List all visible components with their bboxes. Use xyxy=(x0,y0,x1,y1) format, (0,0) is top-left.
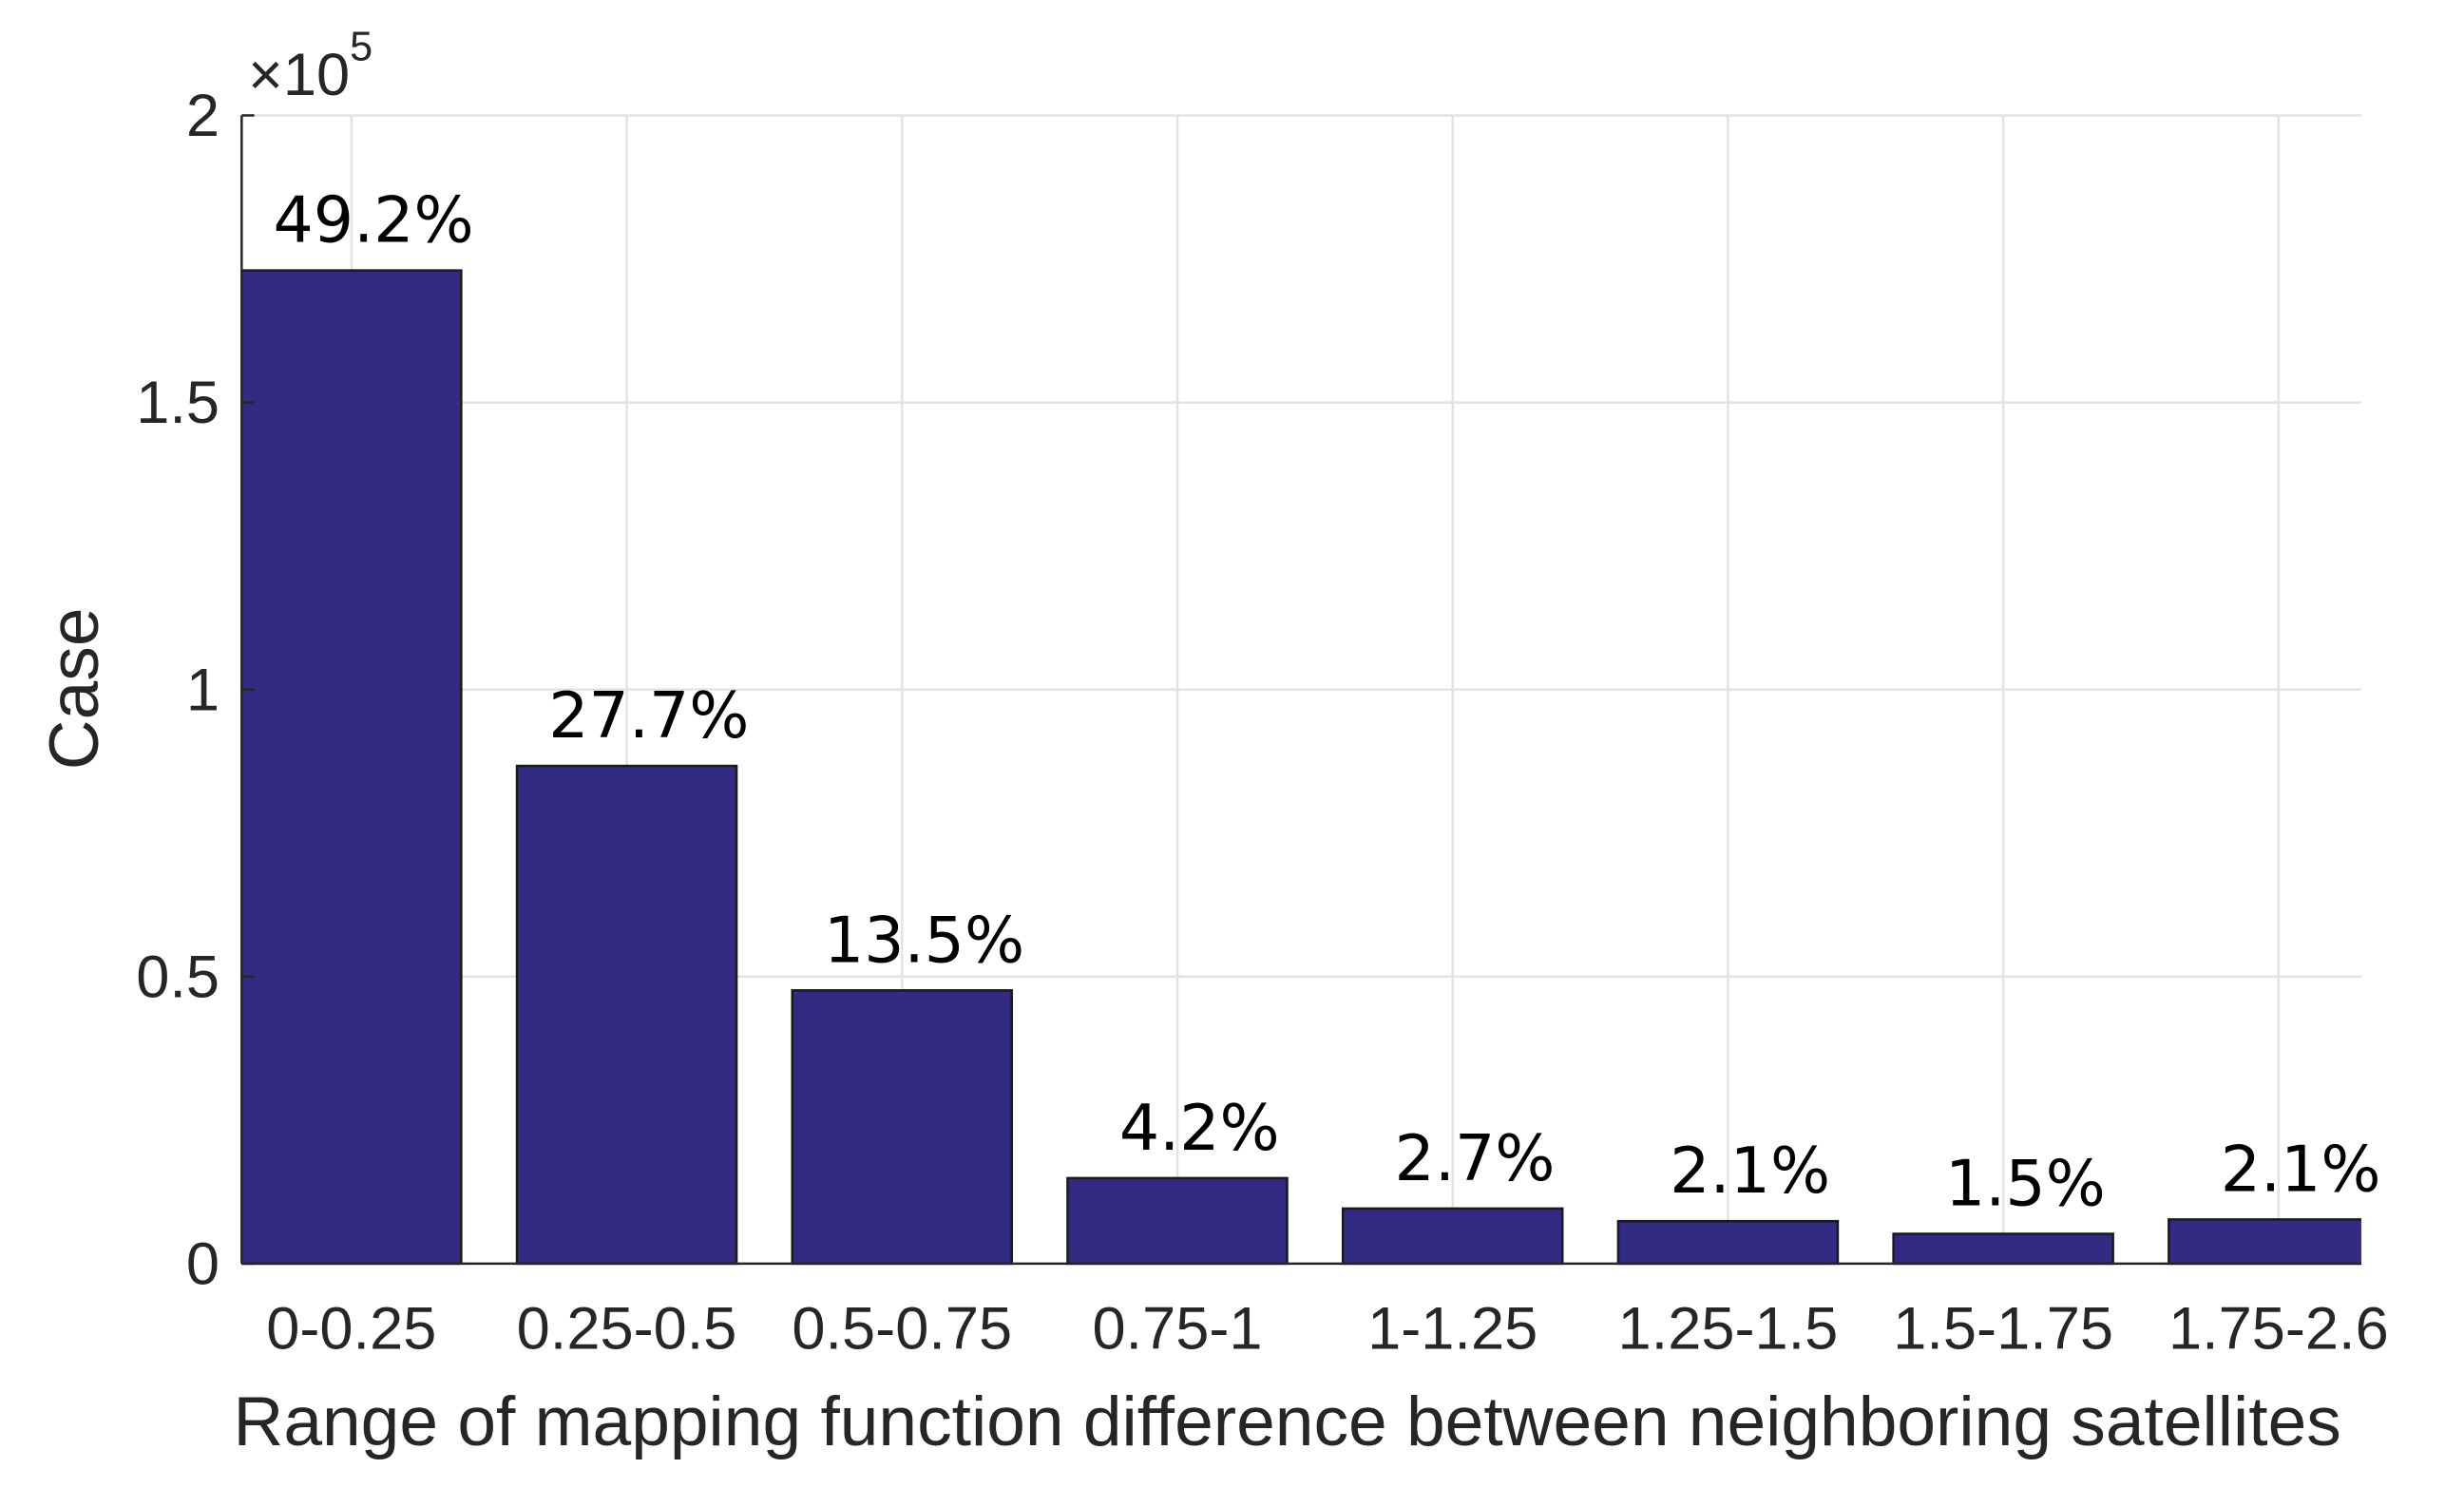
x-tick-label: 0.75-1 xyxy=(1092,1296,1262,1363)
y-axis-label: Case xyxy=(36,607,113,770)
bar xyxy=(1341,1207,1564,1266)
bar xyxy=(2168,1218,2361,1266)
bar xyxy=(791,989,1014,1266)
y-tick-label: 0 xyxy=(186,1230,220,1297)
bar xyxy=(1616,1219,1840,1266)
x-tick-label: 1.5-1.75 xyxy=(1893,1296,2113,1363)
x-tick-label: 0.25-0.5 xyxy=(517,1296,737,1363)
bar-label: 2.1% xyxy=(1670,1134,1830,1208)
y-tick-label: 0.5 xyxy=(136,944,220,1010)
y-multiplier: ×105 xyxy=(248,24,372,108)
multiplier-base: ×10 xyxy=(248,42,350,108)
x-tick-label: 1.25-1.5 xyxy=(1618,1296,1839,1363)
bar-label: 49.2% xyxy=(274,183,474,258)
bar xyxy=(241,269,463,1266)
bar-label: 2.1% xyxy=(2221,1132,2381,1206)
x-tick-label: 1-1.25 xyxy=(1367,1296,1538,1363)
bar-label: 2.7% xyxy=(1395,1121,1556,1195)
foreground: 0 0.5 1 1.5 2 0-0.25 49.2% 0.25-0.5 27.7% 0.5-0.7… xyxy=(136,83,2388,1363)
bar xyxy=(1066,1176,1289,1266)
y-tick-label: 2 xyxy=(186,83,220,149)
bar-label: 27.7% xyxy=(548,678,749,753)
x-tick-label: 1.75-2.6 xyxy=(2168,1296,2389,1363)
bar-label: 13.5% xyxy=(824,903,1024,977)
bar-label: 1.5% xyxy=(1945,1147,2106,1221)
x-tick-label: 0.5-0.75 xyxy=(792,1296,1012,1363)
bar-label: 4.2% xyxy=(1119,1091,1280,1165)
bar xyxy=(515,764,738,1266)
multiplier-exponent: 5 xyxy=(350,24,372,69)
y-tick-label: 1 xyxy=(186,657,220,723)
bars xyxy=(241,269,2361,1266)
x-tick-label: 0-0.25 xyxy=(266,1296,436,1363)
bar xyxy=(1892,1232,2114,1266)
y-tick-label: 1.5 xyxy=(136,370,220,436)
x-axis-label: Range of mapping function difference bet… xyxy=(234,1383,2341,1460)
